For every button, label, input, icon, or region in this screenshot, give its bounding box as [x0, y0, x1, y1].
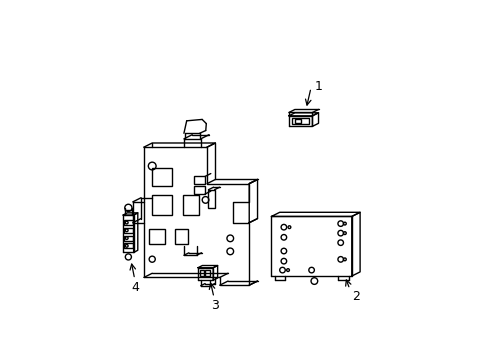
- Bar: [199, 270, 204, 276]
- Text: 1: 1: [314, 80, 322, 93]
- Bar: [124, 228, 132, 233]
- Bar: [124, 243, 132, 248]
- Bar: [183, 195, 199, 215]
- Bar: [175, 229, 188, 244]
- Bar: [124, 235, 132, 240]
- Bar: [294, 119, 301, 123]
- Bar: [148, 229, 165, 244]
- Bar: [208, 190, 214, 208]
- Bar: [152, 195, 171, 215]
- Bar: [194, 176, 204, 184]
- Text: 4: 4: [131, 281, 139, 294]
- Bar: [124, 220, 132, 225]
- Bar: [152, 168, 171, 186]
- Text: 2: 2: [351, 291, 359, 303]
- Text: 3: 3: [211, 299, 219, 312]
- Bar: [205, 270, 209, 276]
- Bar: [292, 118, 308, 125]
- Bar: [194, 186, 204, 194]
